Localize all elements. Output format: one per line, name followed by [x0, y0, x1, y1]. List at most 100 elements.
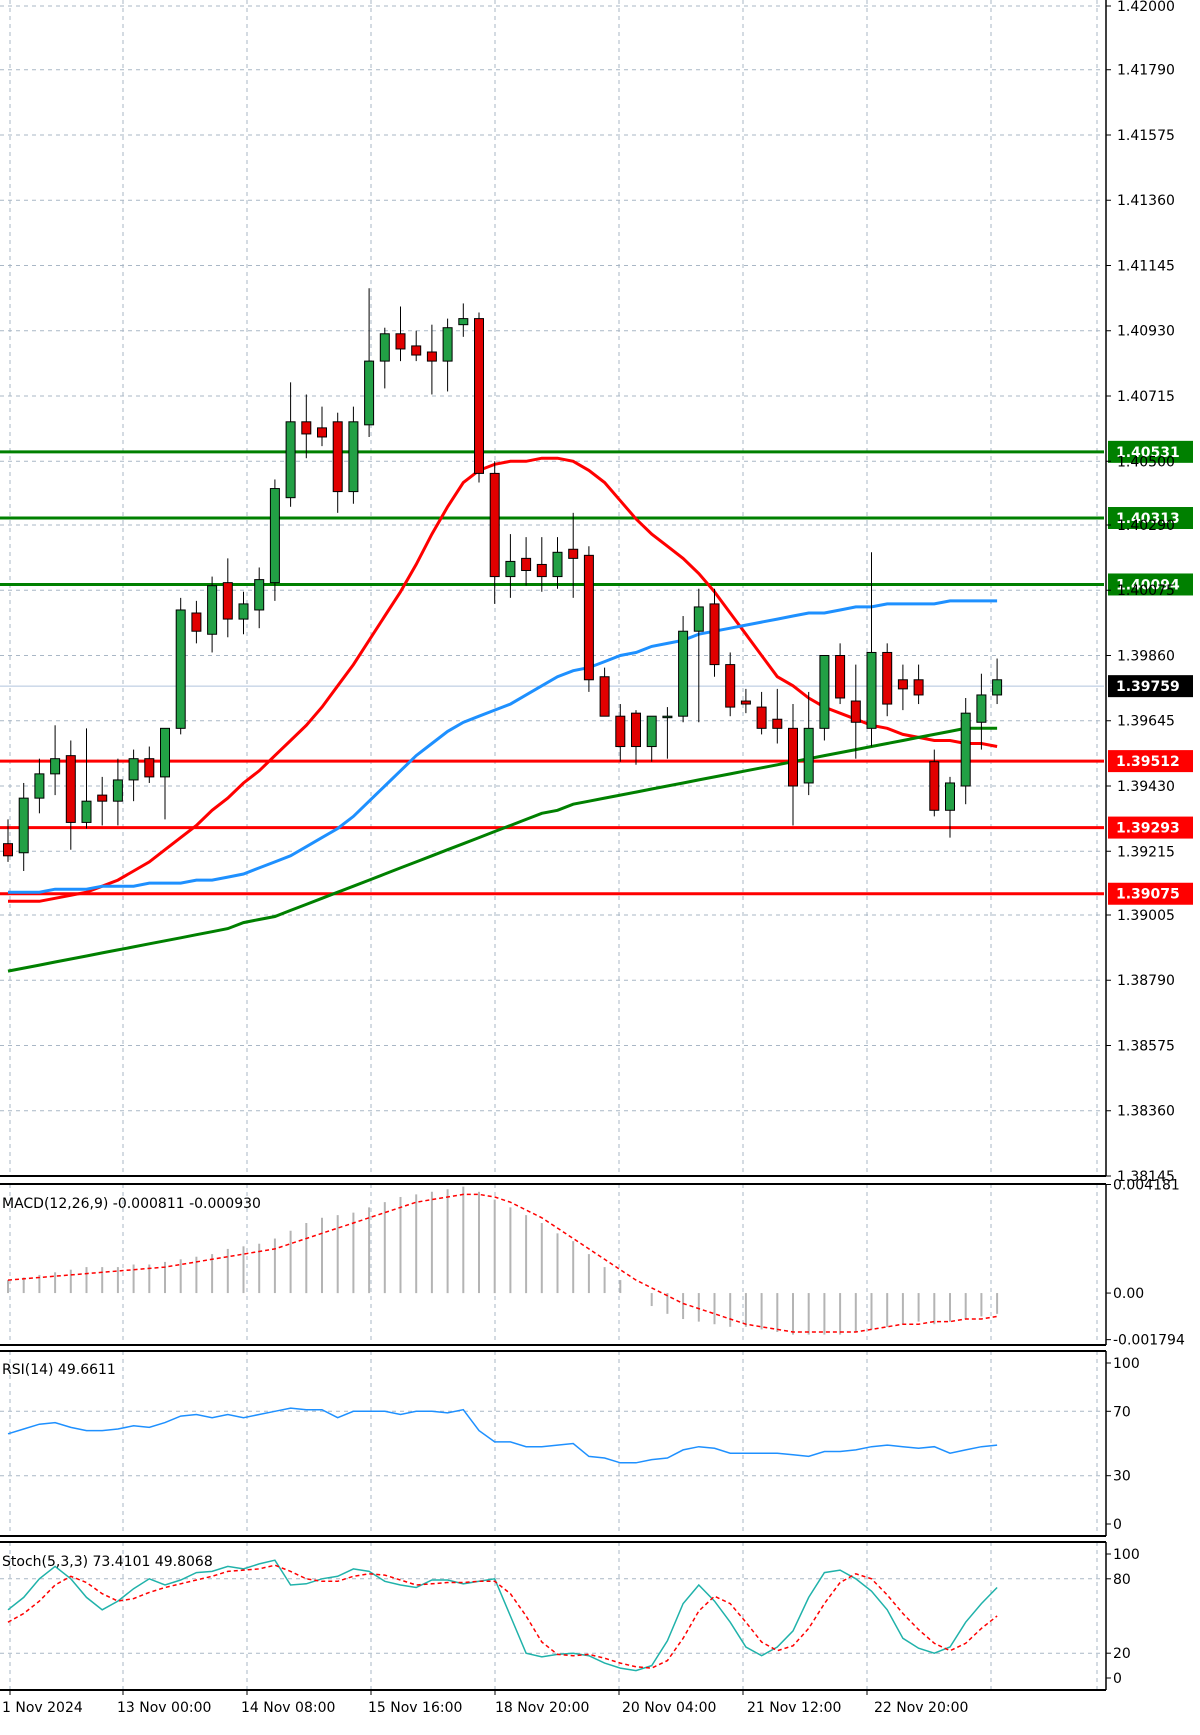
candle-body-down	[913, 679, 924, 696]
candle	[426, 324, 437, 395]
candle	[897, 664, 908, 711]
candle-body-down	[426, 351, 437, 362]
candle-body-down	[317, 427, 327, 438]
time-axis-label: 13 Nov 00:00	[117, 1700, 211, 1716]
price-tick-label: 1.38790	[1117, 973, 1175, 989]
candle	[693, 588, 704, 723]
current-price-label: 1.39759	[1116, 679, 1180, 695]
rsi-label: RSI(14) 49.6611	[2, 1362, 116, 1378]
candle	[81, 728, 92, 829]
price-tick-label: 1.40715	[1117, 389, 1175, 405]
candle-body-down	[772, 718, 783, 729]
level-label: 1.39075	[1116, 887, 1180, 903]
candle-body-down	[411, 345, 422, 356]
candle	[269, 479, 280, 601]
candle	[599, 667, 610, 717]
candle	[18, 782, 29, 871]
level-label-box	[1108, 573, 1193, 596]
candle-body-down	[97, 794, 108, 802]
candle	[631, 710, 641, 765]
level-label: 1.40531	[1116, 445, 1180, 461]
candle-body-up	[678, 630, 689, 717]
candle	[442, 318, 453, 392]
candle	[992, 658, 1003, 705]
time-axis-label: 18 Nov 20:00	[495, 1700, 589, 1716]
candle	[945, 776, 955, 838]
candles	[3, 288, 1003, 871]
time-axis: 1 Nov 2024 13 Nov 00:00 14 Nov 08:00 15 Nov…	[2, 1690, 968, 1716]
price-tick-label: 1.40930	[1117, 324, 1175, 340]
candle-body-down	[332, 421, 343, 493]
moving-average-line	[8, 456, 998, 903]
stoch-label: Stoch(5,3,3) 73.4101 49.8068	[2, 1554, 213, 1570]
candle-body-up	[646, 715, 657, 748]
candle-body-up	[18, 797, 29, 854]
price-tick-label: 1.40075	[1117, 583, 1175, 599]
rsi-tick-label: 0	[1113, 1517, 1122, 1533]
candle-body-up	[285, 421, 296, 499]
candle-body-up	[819, 654, 830, 729]
candle	[50, 725, 61, 796]
candle	[646, 715, 657, 762]
candle	[740, 688, 751, 714]
candle-body-down	[615, 715, 626, 748]
level-label-box	[1108, 507, 1193, 530]
candle-body-down	[489, 472, 500, 578]
candle-body-up	[112, 779, 123, 802]
candle-body-up	[945, 782, 955, 811]
candle	[536, 537, 547, 592]
level-label: 1.39512	[1116, 754, 1180, 770]
rsi-tick-label: 100	[1113, 1356, 1140, 1372]
candle-body-down	[474, 318, 484, 474]
rsi-line	[7, 1407, 998, 1464]
time-axis-label: 15 Nov 16:00	[368, 1700, 462, 1716]
price-tick-label: 1.41145	[1117, 258, 1175, 274]
candle	[756, 691, 767, 735]
candle	[34, 758, 45, 814]
price-tick-label: 1.39005	[1117, 908, 1175, 924]
candle	[301, 394, 312, 459]
candle	[458, 303, 469, 337]
candle	[913, 664, 924, 705]
time-axis-label: 1 Nov 2024	[2, 1700, 83, 1716]
stoch-tick-label: 20	[1113, 1646, 1131, 1662]
candle	[285, 382, 296, 507]
macd-tick-label: -0.001794	[1113, 1333, 1185, 1349]
moving-averages	[7, 456, 998, 973]
candle	[976, 673, 987, 750]
candle-body-up	[662, 715, 673, 719]
support-resistance-lines: 1.40531 1.40313 1.40094 1.39512 1.39293 1.390…	[0, 440, 1193, 905]
candle	[332, 412, 343, 513]
stoch-tick-label: 100	[1113, 1547, 1140, 1563]
candle-body-down	[191, 612, 202, 632]
candle-body-up	[348, 421, 359, 493]
candle-body-down	[709, 603, 720, 666]
candle	[348, 406, 359, 504]
level-label: 1.40313	[1116, 511, 1180, 527]
candle	[866, 552, 877, 747]
candle-body-down	[725, 664, 736, 708]
moving-average-line	[7, 726, 998, 973]
candle-body-down	[521, 557, 532, 572]
macd-label: MACD(12,26,9) -0.000811 -0.000930	[2, 1196, 261, 1212]
candle	[489, 461, 500, 604]
candle	[317, 406, 327, 447]
candle	[3, 819, 13, 862]
time-axis-label: 20 Nov 04:00	[622, 1700, 716, 1716]
candle-body-down	[301, 421, 312, 435]
candle-body-up	[364, 360, 375, 426]
price-tick-label: 1.39215	[1117, 844, 1175, 860]
price-tick-label: 1.41790	[1117, 63, 1175, 79]
candle-body-down	[788, 727, 798, 787]
candle	[850, 664, 861, 759]
candle	[772, 688, 783, 744]
candle-body-down	[740, 700, 751, 705]
candle-body-up	[505, 560, 516, 578]
candle-body-up	[960, 712, 971, 787]
candle	[364, 288, 375, 437]
price-tick-label: 1.39860	[1117, 648, 1175, 664]
candle	[552, 537, 563, 589]
candle	[662, 707, 673, 759]
candle-body-down	[395, 333, 406, 350]
